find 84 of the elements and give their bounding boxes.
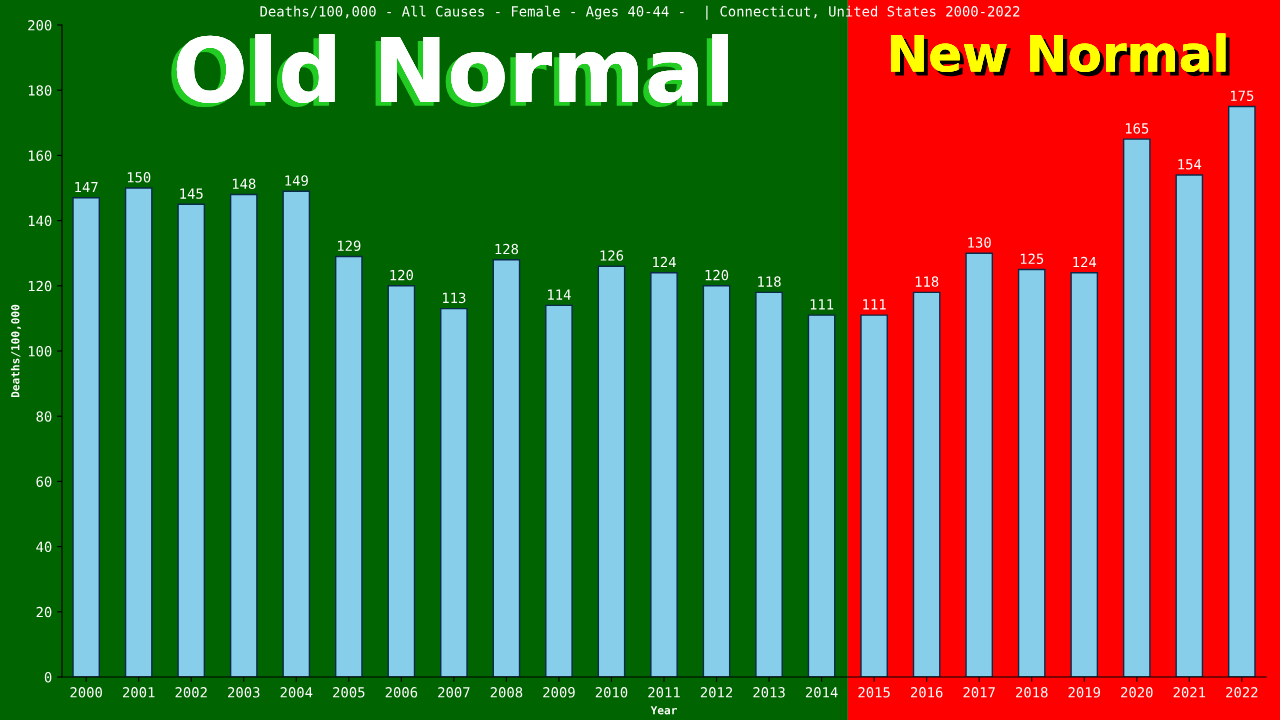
bar <box>755 291 783 677</box>
x-tick-label: 2020 <box>1121 687 1153 698</box>
x-tick-label: 2003 <box>228 687 260 698</box>
y-tick-label: 20 <box>36 606 52 618</box>
x-tick-label: 2021 <box>1173 687 1206 698</box>
y-tick-label: 180 <box>28 85 52 96</box>
data-label: 111 <box>810 299 834 310</box>
data-label: 111 <box>863 299 886 310</box>
bar <box>702 285 731 677</box>
x-tick-label: 2010 <box>595 687 628 698</box>
band-label: Old Normal <box>171 34 728 108</box>
data-label: 124 <box>653 256 676 268</box>
bar <box>124 187 153 677</box>
y-axis-title: Deaths/100,000 <box>10 304 21 398</box>
data-label: 130 <box>968 237 991 248</box>
data-label: 125 <box>1020 253 1044 265</box>
y-tick-label: 120 <box>28 280 52 292</box>
bar <box>1070 272 1099 677</box>
x-tick-label: 2001 <box>123 687 155 698</box>
data-label: 148 <box>232 178 256 190</box>
y-tick-label: 200 <box>28 20 52 31</box>
data-label: 149 <box>285 175 308 186</box>
data-label: 118 <box>758 276 781 287</box>
data-label: 154 <box>1178 159 1202 170</box>
data-label: 120 <box>705 269 729 281</box>
data-label: 126 <box>600 250 624 261</box>
bar <box>282 190 311 677</box>
x-tick-label: 2014 <box>805 687 838 698</box>
data-label: 145 <box>180 188 203 199</box>
x-tick-label: 2016 <box>910 687 943 698</box>
y-tick-label: 140 <box>28 215 52 227</box>
data-label: 114 <box>548 289 571 300</box>
bar <box>965 252 994 677</box>
bar <box>334 255 363 677</box>
y-tick-label: 60 <box>36 476 52 487</box>
data-label: 150 <box>127 172 151 183</box>
x-tick-label: 2009 <box>543 687 575 698</box>
x-axis-title: Year <box>650 706 677 715</box>
bar <box>440 307 468 677</box>
x-tick-label: 2018 <box>1016 687 1048 698</box>
x-tick-label: 2015 <box>858 687 890 698</box>
x-tick-label: 2002 <box>175 687 207 698</box>
x-tick-label: 2013 <box>753 687 785 698</box>
data-label: 113 <box>443 292 466 304</box>
bar <box>387 285 416 677</box>
bar <box>860 314 888 677</box>
data-label: 147 <box>75 181 98 193</box>
x-tick-label: 2007 <box>438 687 470 698</box>
x-tick-label: 2019 <box>1068 687 1101 698</box>
data-label: 175 <box>1230 90 1254 102</box>
x-tick-label: 2006 <box>385 687 418 698</box>
bar <box>650 272 678 677</box>
bar <box>807 314 836 677</box>
x-tick-label: 2022 <box>1226 687 1258 698</box>
bar <box>492 259 521 677</box>
bar <box>229 193 258 677</box>
band-label: New Normal <box>890 33 1230 77</box>
y-tick-label: 80 <box>36 411 52 422</box>
x-tick-label: 2004 <box>280 687 313 698</box>
bar <box>72 197 100 677</box>
bar <box>1228 105 1256 677</box>
x-tick-label: 2012 <box>700 687 733 698</box>
data-label: 118 <box>915 276 939 287</box>
data-label: 124 <box>1073 256 1097 268</box>
data-label: 129 <box>337 240 361 251</box>
y-tick-label: 40 <box>36 541 52 553</box>
y-tick-label: 0 <box>44 672 52 683</box>
y-tick-label: 160 <box>28 150 52 161</box>
x-tick-label: 2011 <box>648 687 680 698</box>
bar <box>177 203 206 677</box>
bar <box>912 291 941 677</box>
x-tick-label: 2017 <box>963 687 995 698</box>
x-tick-label: 2005 <box>333 687 365 698</box>
bar <box>1175 174 1204 677</box>
data-label: 128 <box>495 243 519 255</box>
bar <box>1122 138 1151 677</box>
bar <box>1017 268 1046 677</box>
data-label: 120 <box>390 269 413 281</box>
x-tick-label: 2000 <box>70 687 102 698</box>
x-tick-label: 2008 <box>490 687 523 698</box>
bar <box>545 304 573 677</box>
y-tick-label: 100 <box>28 346 52 357</box>
bar <box>597 265 626 677</box>
data-label: 165 <box>1125 123 1149 134</box>
